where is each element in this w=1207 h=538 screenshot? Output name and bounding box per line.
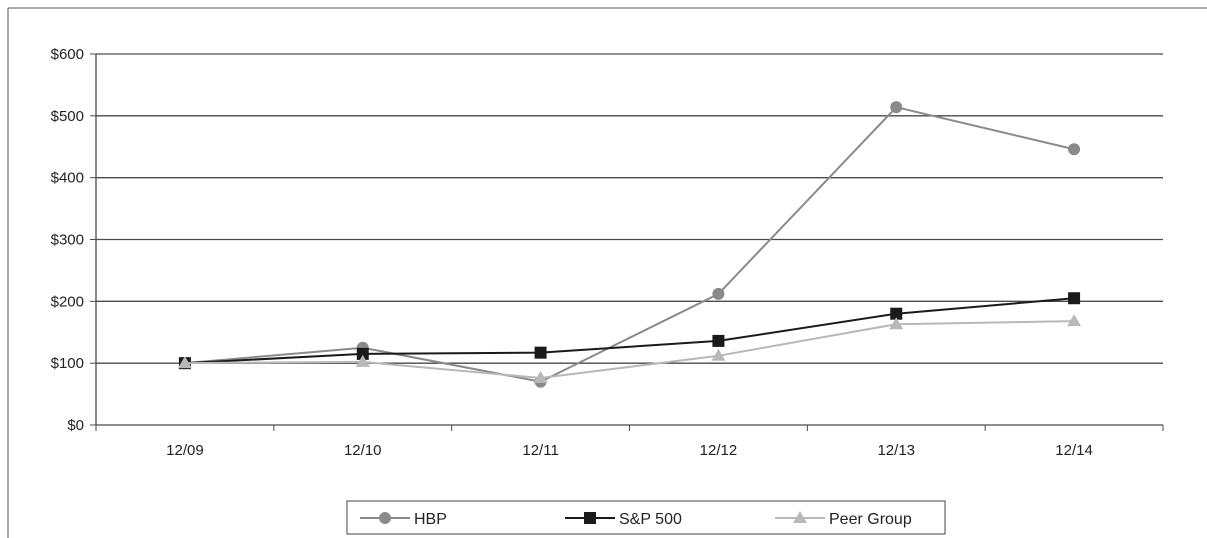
- y-tick-label: $400: [51, 170, 84, 187]
- data-point: [1068, 143, 1081, 156]
- legend-label: HBP: [414, 511, 447, 528]
- data-point: [1068, 292, 1081, 305]
- data-point: [534, 346, 547, 359]
- legend-label: S&P 500: [619, 511, 682, 528]
- data-point: [711, 348, 726, 361]
- series-line: [184, 297, 1075, 365]
- series-1: [178, 292, 1081, 370]
- legend-item: Peer Group: [775, 511, 912, 528]
- legend-marker: [793, 511, 807, 523]
- y-tick-label: $600: [51, 46, 84, 63]
- data-point: [533, 371, 548, 384]
- data-point: [177, 356, 192, 369]
- x-axis: 12/09 12/10 12/11 12/12 12/13 12/14: [95, 425, 1164, 459]
- y-axis: $0 $100 $200 $300 $400 $500 $600: [51, 46, 97, 434]
- legend-item: HBP: [360, 511, 447, 528]
- data-point: [890, 101, 903, 114]
- data-point: [1067, 314, 1082, 327]
- legend-box: [346, 500, 946, 535]
- series-group: [177, 101, 1082, 388]
- y-tick-label: $100: [51, 355, 84, 372]
- data-point: [355, 354, 370, 367]
- y-tick-label: $0: [67, 417, 84, 434]
- legend-item: S&P 500: [565, 511, 682, 528]
- data-point: [356, 347, 369, 360]
- x-tick-label: 12/13: [877, 442, 915, 459]
- data-point: [712, 334, 725, 347]
- x-tick-label: 12/14: [1055, 442, 1093, 459]
- y-tick-label: $300: [51, 232, 84, 249]
- grid-lines: [96, 53, 1163, 426]
- series-0: [178, 101, 1081, 388]
- series-line: [184, 106, 1075, 383]
- x-tick-label: 12/11: [522, 442, 558, 459]
- y-tick-label: $200: [51, 293, 84, 310]
- legend-marker: [584, 512, 596, 524]
- legend-label: Peer Group: [829, 511, 912, 528]
- data-point: [890, 307, 903, 320]
- x-tick-label: 12/12: [700, 442, 738, 459]
- legend-marker: [379, 512, 391, 524]
- x-tick-label: 12/10: [344, 442, 382, 459]
- series-2: [177, 314, 1082, 384]
- y-tick-label: $500: [51, 108, 84, 125]
- series-line: [184, 320, 1075, 380]
- x-tick-label: 12/09: [166, 442, 204, 459]
- data-point: [712, 287, 725, 300]
- legend: HBP S&P 500 Peer Group: [346, 500, 946, 535]
- data-point: [889, 317, 904, 330]
